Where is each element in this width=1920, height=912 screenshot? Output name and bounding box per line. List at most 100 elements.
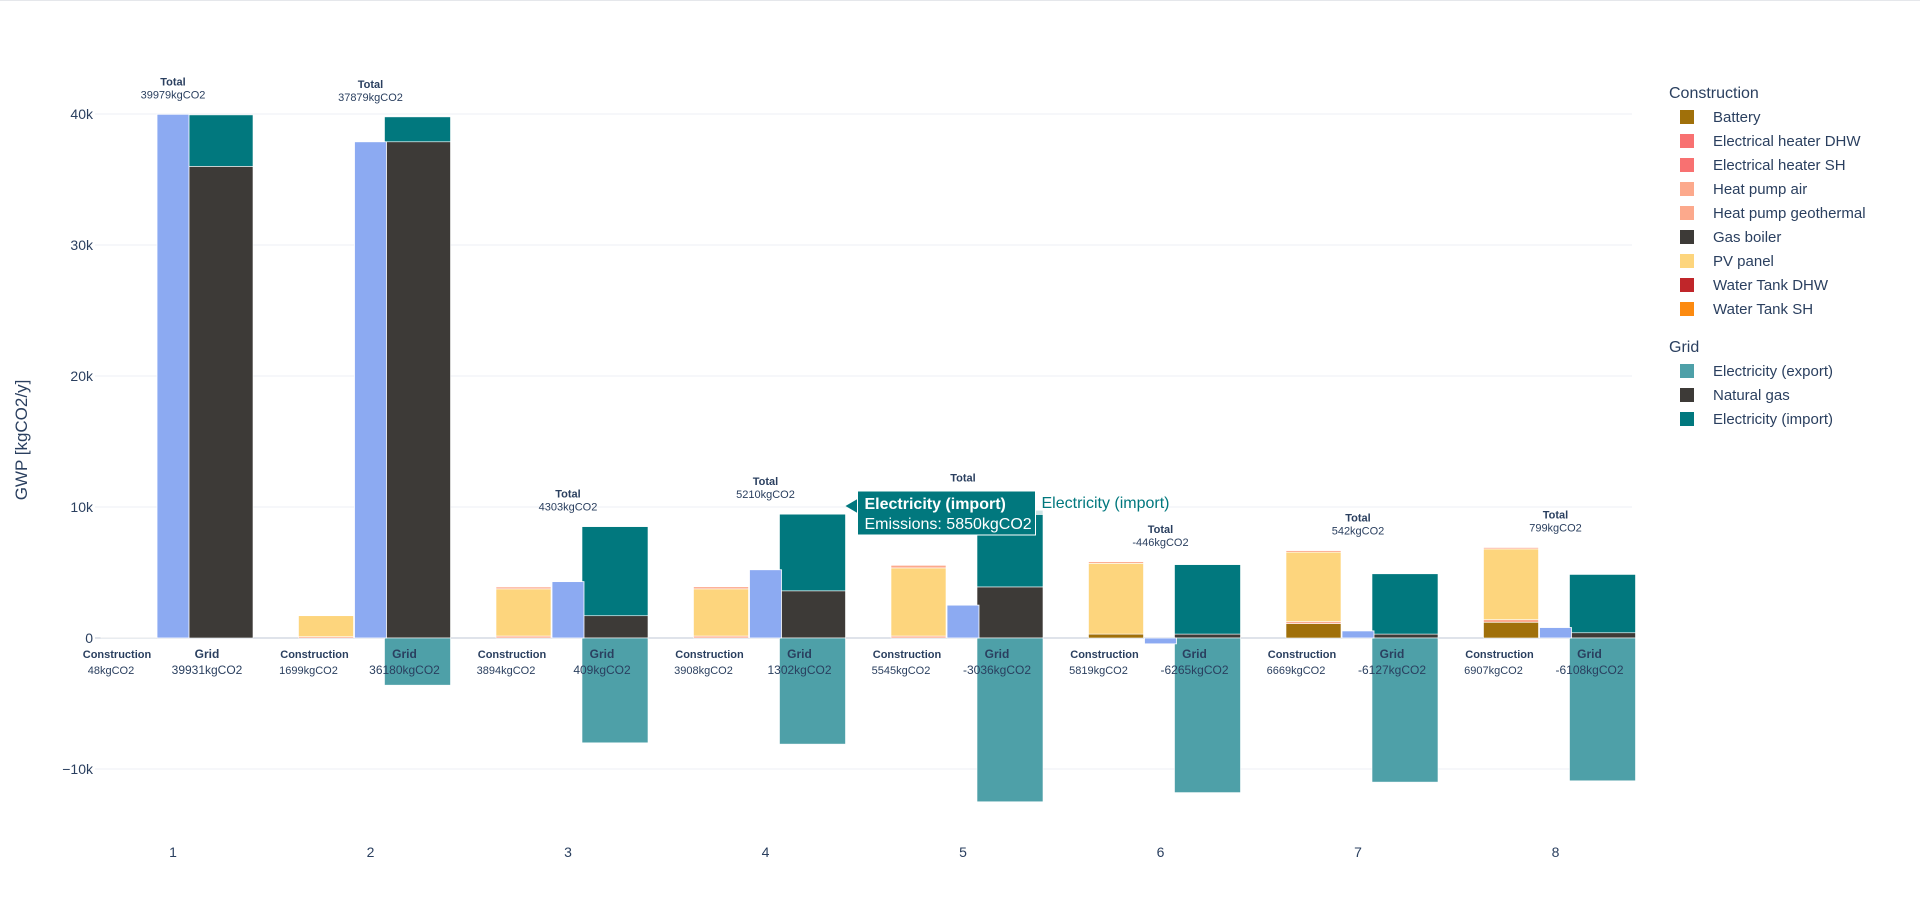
y-tick-label: 10k — [70, 499, 94, 515]
bar-total[interactable] — [1341, 630, 1375, 639]
bar-grid-electricity-export[interactable] — [1371, 637, 1439, 783]
legend-swatch-natural-gas[interactable] — [1680, 388, 1694, 402]
bar-total[interactable] — [156, 113, 190, 639]
grid-value-label: -6265kgCO2 — [1160, 663, 1228, 677]
legend-swatch-battery[interactable] — [1680, 110, 1694, 124]
y-tick-label: 20k — [70, 368, 94, 384]
construction-label: Construction — [1070, 649, 1139, 661]
bar-grid-natural-gas[interactable] — [976, 586, 1044, 639]
grid-value-label: -6108kgCO2 — [1555, 663, 1623, 677]
legend-swatch-water-tank-sh[interactable] — [1680, 302, 1694, 316]
bar-total[interactable] — [1539, 627, 1572, 639]
legend-swatch-electricity-export[interactable] — [1680, 364, 1694, 378]
bar-grid-electricity-import[interactable] — [1371, 573, 1439, 635]
legend-swatch-electricity-import[interactable] — [1680, 412, 1694, 426]
tooltip-title: Electricity (import) — [865, 496, 1006, 513]
bar-total[interactable] — [551, 581, 585, 639]
construction-label: Construction — [280, 649, 349, 661]
bar-construction-heat-pump-geothermal[interactable] — [1483, 547, 1539, 550]
bar-total[interactable] — [354, 141, 387, 639]
bar-construction-heat-pump-geothermal[interactable] — [495, 586, 552, 590]
tooltip-trace-name: Electricity (import) — [1042, 495, 1170, 512]
bar-construction-battery[interactable] — [1285, 623, 1342, 639]
total-label: Total — [160, 76, 185, 88]
bar-grid-natural-gas[interactable] — [1569, 632, 1636, 639]
grid-label: Grid — [1577, 647, 1602, 661]
legend-swatch-electrical-heater-sh[interactable] — [1680, 158, 1694, 172]
bar-construction-heat-pump-geothermal[interactable] — [890, 565, 947, 569]
bar-construction-pv-panel[interactable] — [495, 588, 552, 637]
bar-grid-natural-gas[interactable] — [581, 615, 649, 639]
bar-construction-heat-pump-air[interactable] — [1088, 561, 1144, 564]
hover-tooltip: Electricity (import) Emissions: 5850kgCO2… — [845, 490, 1170, 536]
construction-label: Construction — [1465, 649, 1534, 661]
bar-construction-heat-pump-geothermal[interactable] — [693, 586, 749, 590]
bar-construction-pv-panel[interactable] — [1285, 551, 1342, 622]
legend-item-water-tank-sh: Water Tank SH — [1713, 301, 1813, 318]
legend-group-title: Grid — [1669, 339, 1699, 356]
total-value-label: 542kgCO2 — [1332, 526, 1385, 538]
bar-grid-natural-gas[interactable] — [1371, 633, 1439, 639]
legend-swatch-heat-pump-geothermal[interactable] — [1680, 206, 1694, 220]
bar-grid-electricity-export[interactable] — [976, 637, 1044, 803]
bar-construction-heat-pump-air[interactable] — [1483, 619, 1539, 623]
x-tick-label: 3 — [564, 844, 572, 860]
tooltip-box — [857, 490, 1036, 536]
bar-grid-natural-gas[interactable] — [779, 590, 846, 639]
y-tick-label: −10k — [62, 761, 94, 777]
legend-item-electricity-import: Electricity (import) — [1713, 411, 1833, 428]
bar-grid-electricity-import[interactable] — [1569, 574, 1636, 634]
legend-swatch-electrical-heater-dhw[interactable] — [1680, 134, 1694, 148]
bar-grid-natural-gas[interactable] — [384, 141, 451, 639]
grid-label: Grid — [1380, 647, 1405, 661]
grid-value-label: -6127kgCO2 — [1358, 663, 1426, 677]
bar-grid-electricity-import[interactable] — [581, 526, 649, 617]
x-tick-label: 2 — [367, 844, 375, 860]
y-tick-label: 0 — [85, 630, 93, 646]
total-label: Total — [753, 476, 778, 488]
construction-value-label: 6669kgCO2 — [1267, 665, 1326, 677]
y-tick-label: 40k — [70, 106, 94, 122]
bar-construction-pv-panel[interactable] — [1088, 563, 1144, 635]
bar-grid-electricity-export[interactable] — [384, 637, 451, 686]
legend-item-electrical-heater-sh: Electrical heater SH — [1713, 157, 1846, 174]
bar-total[interactable] — [749, 569, 782, 639]
top-border — [0, 0, 1920, 1]
bar-grid-electricity-export[interactable] — [581, 637, 649, 744]
bar-total[interactable] — [1144, 637, 1177, 645]
bar-grid-electricity-import[interactable] — [779, 513, 846, 592]
total-label: Total — [1345, 513, 1370, 525]
x-tick-label: 1 — [169, 844, 177, 860]
bar-construction-battery[interactable] — [1088, 633, 1144, 639]
bar-grid-electricity-export[interactable] — [1174, 637, 1241, 793]
legend-swatch-pv-panel[interactable] — [1680, 254, 1694, 268]
legend-swatch-gas-boiler[interactable] — [1680, 230, 1694, 244]
total-label: Total — [1543, 510, 1568, 522]
tooltip-pointer — [845, 499, 858, 513]
bar-construction-battery[interactable] — [1483, 621, 1539, 639]
x-tick-label: 7 — [1354, 844, 1362, 860]
legend-swatch-heat-pump-air[interactable] — [1680, 182, 1694, 196]
bar-grid-electricity-export[interactable] — [1569, 637, 1636, 782]
legend-item-heat-pump-air: Heat pump air — [1713, 181, 1807, 198]
bar-grid-natural-gas[interactable] — [186, 166, 254, 639]
total-value-label: 799kgCO2 — [1529, 523, 1582, 535]
bar-grid-electricity-import[interactable] — [186, 114, 254, 167]
legend-swatch-water-tank-dhw[interactable] — [1680, 278, 1694, 292]
bar-grid-electricity-import[interactable] — [1174, 564, 1241, 635]
bar-construction-pv-panel[interactable] — [890, 567, 947, 637]
bar-construction-gas-boiler[interactable] — [100, 637, 157, 639]
legend-item-electricity-export: Electricity (export) — [1713, 363, 1833, 380]
bar-construction-pv-panel[interactable] — [1483, 548, 1539, 620]
bar-construction-pv-panel[interactable] — [693, 588, 749, 637]
bar-grid-natural-gas[interactable] — [1174, 633, 1241, 639]
bar-grid-electricity-import[interactable] — [384, 116, 451, 143]
construction-label: Construction — [873, 649, 942, 661]
bar-construction-heat-pump-geothermal[interactable] — [1285, 550, 1342, 553]
legend-item-gas-boiler: Gas boiler — [1713, 229, 1781, 246]
bar-construction-pv-panel[interactable] — [298, 615, 354, 637]
bar-total[interactable] — [946, 604, 980, 639]
x-tick-label: 5 — [959, 844, 967, 860]
bar-grid-electricity-export[interactable] — [779, 637, 846, 745]
